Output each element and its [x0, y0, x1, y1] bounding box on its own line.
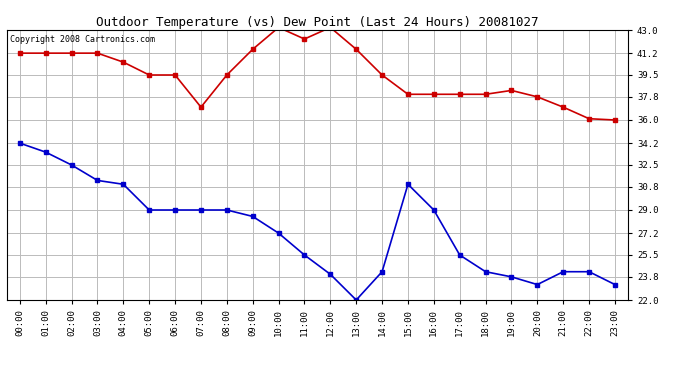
Title: Outdoor Temperature (vs) Dew Point (Last 24 Hours) 20081027: Outdoor Temperature (vs) Dew Point (Last…	[96, 16, 539, 29]
Text: Copyright 2008 Cartronics.com: Copyright 2008 Cartronics.com	[10, 35, 155, 44]
